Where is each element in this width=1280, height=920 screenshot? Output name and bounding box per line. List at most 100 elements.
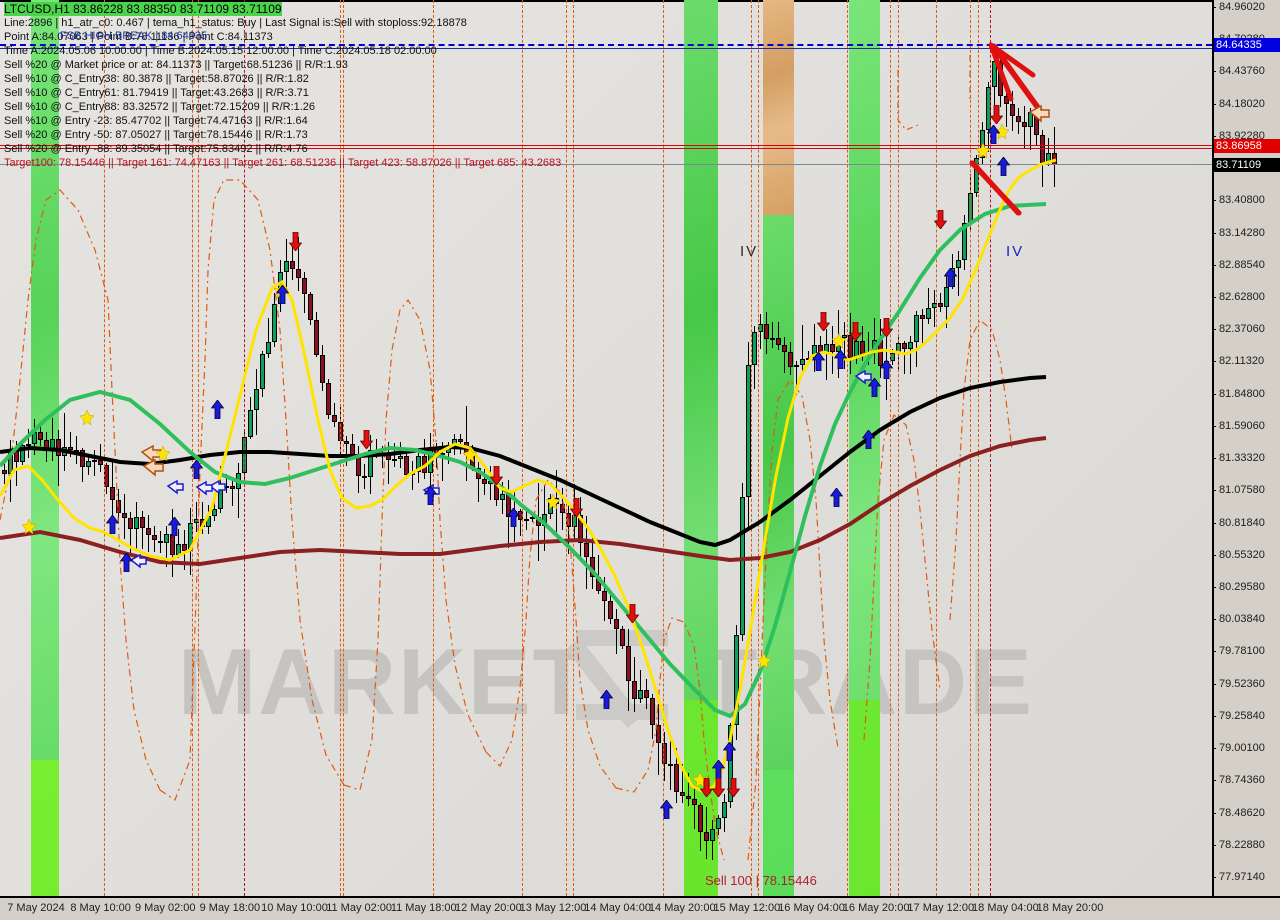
candlestick: [614, 608, 619, 655]
candle-body: [776, 337, 781, 345]
candlestick: [260, 351, 265, 397]
candle-wick: [436, 443, 437, 469]
candle-body: [560, 504, 565, 513]
price-tick: 78.22880: [1212, 839, 1280, 853]
candlestick: [1016, 107, 1021, 135]
candlestick: [122, 494, 127, 539]
candle-body: [620, 628, 625, 646]
candle-body: [680, 791, 685, 797]
price-tick-label: 81.07580: [1219, 484, 1265, 497]
info-line-2: Time A:2024.05.06 10:00:00 | Time B:2024…: [4, 45, 437, 57]
fsb-high-break-label: FSB HIGH BREAK | 84.64335: [60, 30, 208, 42]
candlestick: [332, 403, 337, 428]
buy-arrow-icon: [659, 799, 674, 824]
price-tick-label: 81.33320: [1219, 452, 1265, 465]
candlestick: [548, 494, 553, 520]
price-tick-label: 78.74360: [1219, 774, 1265, 787]
candlestick: [770, 322, 775, 348]
candle-body: [872, 340, 877, 353]
candle-wick: [388, 442, 389, 485]
candlestick: [962, 214, 967, 270]
candle-wick: [196, 502, 197, 533]
candlestick: [380, 445, 385, 468]
chart-plot-area[interactable]: MARKET TRADE: [0, 0, 1212, 896]
candle-wick: [934, 289, 935, 327]
plot-top-border: [0, 0, 1212, 2]
price-tick-dash: [1212, 619, 1216, 621]
candle-body: [386, 454, 391, 461]
candle-wick: [1048, 138, 1049, 167]
candle-body: [734, 635, 739, 725]
candlestick: [920, 308, 925, 346]
time-tick-label: 11 May 02:00: [326, 902, 393, 914]
price-tick-dash: [1212, 297, 1216, 298]
session-divider-16: [970, 0, 971, 896]
time-tick-label: 18 May 04:00: [972, 902, 1039, 914]
candle-wick: [460, 433, 461, 455]
candlestick: [674, 747, 679, 804]
price-tick-label: 83.40800: [1219, 194, 1265, 207]
price-tick: 80.29580: [1212, 581, 1280, 595]
candlestick: [32, 418, 37, 455]
info-line-0: Line:2896 | h1_atr_c0: 0.467 | tema_h1_s…: [4, 17, 467, 29]
candlestick: [626, 629, 631, 712]
price-tick-label: 79.25840: [1219, 709, 1265, 722]
candle-body: [14, 450, 19, 462]
price-tick-dash: [1212, 71, 1216, 73]
candle-wick: [394, 443, 395, 467]
price-axis[interactable]: 84.9602084.7028084.4376084.1802083.92280…: [1212, 0, 1280, 896]
buy-arrow-icon: [861, 429, 876, 454]
candle-wick: [376, 439, 377, 458]
price-tick-label: 81.59060: [1219, 419, 1265, 432]
price-tick-dash: [1212, 232, 1216, 234]
price-tick-dash: [1212, 554, 1216, 556]
candle-body: [308, 293, 313, 320]
candle-body: [698, 805, 703, 833]
candle-body: [608, 601, 613, 619]
price-badge-last[interactable]: 83.71109: [1214, 158, 1280, 172]
time-tick-label: 15 May 12:00: [713, 902, 781, 914]
candle-body: [1016, 116, 1021, 122]
candle-body: [236, 472, 241, 489]
time-axis[interactable]: 7 May 2024 8 May 10:00 9 May 02:00 9 May 18…: [0, 896, 1280, 920]
candlestick: [320, 344, 325, 391]
session-divider-12: [847, 0, 848, 896]
candlestick: [716, 814, 721, 835]
candle-wick: [232, 479, 233, 506]
time-tick-label: 18 May 20:00: [1036, 902, 1104, 914]
candle-body: [356, 455, 361, 477]
candle-wick: [166, 525, 167, 568]
candle-body: [500, 494, 505, 500]
level-fsb-high-break: [0, 44, 1212, 46]
trendline-lower: [969, 160, 1022, 216]
price-tick-label: 77.97140: [1219, 871, 1265, 883]
price-tick-label: 81.84800: [1219, 387, 1265, 400]
buy-arrow-icon: [210, 399, 225, 424]
buy-arrow-icon: [833, 349, 848, 374]
candle-body: [788, 352, 793, 368]
price-tick-dash: [1212, 812, 1216, 814]
price-tick: 79.25840: [1212, 710, 1280, 724]
watermark-left: MARKET: [178, 629, 593, 734]
candlestick: [212, 496, 217, 522]
candlestick: [2, 458, 7, 484]
candle-body: [602, 591, 607, 602]
chart-info-header: LTCUSD,H1 83.86228 83.88350 83.71109 83.…: [4, 2, 704, 170]
candle-body: [692, 798, 697, 806]
candle-body: [350, 443, 355, 456]
price-badge-high[interactable]: 83.86958: [1214, 139, 1280, 153]
candlestick: [806, 351, 811, 362]
info-line-5: Sell %10 @ C_Entry61: 81.79419 || Target…: [4, 87, 309, 99]
price-tick: 79.00100: [1212, 742, 1280, 756]
candlestick: [182, 530, 187, 570]
sell-arrow-icon: [848, 321, 863, 346]
price-tick-label: 78.48620: [1219, 806, 1265, 819]
candle-wick: [688, 773, 689, 806]
price-tick-label: 79.78100: [1219, 645, 1265, 658]
candlestick: [68, 432, 73, 457]
price-badge-fsb[interactable]: 84.64335: [1214, 38, 1280, 52]
candlestick: [542, 484, 547, 552]
time-tick-label: 10 May 10:00: [261, 902, 328, 914]
candle-body: [86, 460, 91, 467]
candle-body: [206, 515, 211, 528]
